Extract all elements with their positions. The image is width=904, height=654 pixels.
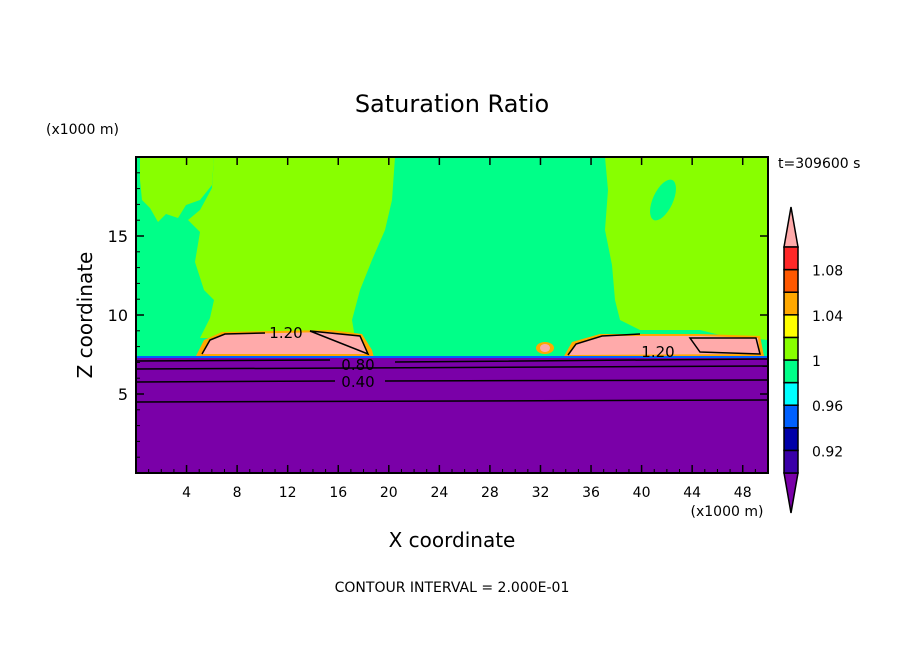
colorbar-swatch <box>783 314 799 339</box>
x-tick-label: 48 <box>734 485 752 501</box>
contour-label: 1.20 <box>269 324 302 342</box>
x-tick-label: 4 <box>182 485 191 501</box>
colorbar-swatch <box>783 404 799 429</box>
region-supersaturated-left-top <box>140 157 214 222</box>
contour-label: 1.20 <box>641 343 674 361</box>
colorbar-label: 1 <box>812 354 821 370</box>
x-tick-label: 28 <box>481 485 499 501</box>
chart-title: Saturation Ratio <box>355 90 549 118</box>
colorbar-over-arrow <box>783 206 799 248</box>
contour-label: 0.80 <box>341 356 374 374</box>
colorbar-under-arrow <box>783 472 799 514</box>
contour-lines <box>135 330 769 403</box>
x-tick-label: 32 <box>532 485 550 501</box>
x-tick-label: 8 <box>233 485 242 501</box>
x-units-label: (x1000 m) <box>691 504 764 520</box>
x-tick-label: 44 <box>683 485 701 501</box>
colorbar-label: 0.92 <box>812 444 843 460</box>
footer-note: CONTOUR INTERVAL = 2.000E-01 <box>335 580 570 596</box>
region-supersaturated-right <box>605 157 768 340</box>
colorbar: 1.08 1.04 1 0.96 0.92 <box>783 206 843 514</box>
colorbar-swatch <box>783 427 799 452</box>
y-axis-label: Z coordinate <box>73 252 97 379</box>
contour-label: 0.40 <box>341 373 374 391</box>
x-axis-label: X coordinate <box>389 528 516 552</box>
x-tick-label: 40 <box>633 485 651 501</box>
time-label: t=309600 s <box>778 156 860 172</box>
colorbar-swatch <box>783 381 799 406</box>
x-tick-label: 20 <box>380 485 398 501</box>
y-tick-label: 15 <box>108 227 128 246</box>
colorbar-swatch <box>783 336 799 361</box>
x-tick-label: 24 <box>430 485 448 501</box>
colorbar-label: 0.96 <box>812 399 843 415</box>
colorbar-swatch <box>783 359 799 384</box>
x-tick-label: 16 <box>329 485 347 501</box>
region-hole <box>650 179 676 221</box>
y-tick-label: 10 <box>108 306 128 325</box>
y-units-label: (x1000 m) <box>46 122 119 138</box>
plot-area: 1.20 1.20 0.80 0.40 <box>135 156 769 474</box>
x-tick-label: 12 <box>279 485 297 501</box>
region-supersaturated-left <box>188 157 395 338</box>
colorbar-swatch <box>783 449 799 474</box>
region-lens-right-core <box>568 336 760 355</box>
region-subsaturated <box>136 358 768 473</box>
y-axis: 5 10 15 <box>108 172 768 458</box>
colorbar-label: 1.08 <box>812 264 843 280</box>
x-tick-label: 36 <box>582 485 600 501</box>
colorbar-label: 1.04 <box>812 309 843 325</box>
colorbar-swatch <box>783 268 799 293</box>
colorbar-swatch <box>783 246 799 271</box>
y-tick-label: 5 <box>118 385 128 404</box>
x-axis: 4 8 12 16 20 24 28 32 36 40 44 48 <box>148 157 756 501</box>
colorbar-swatch <box>783 291 799 316</box>
